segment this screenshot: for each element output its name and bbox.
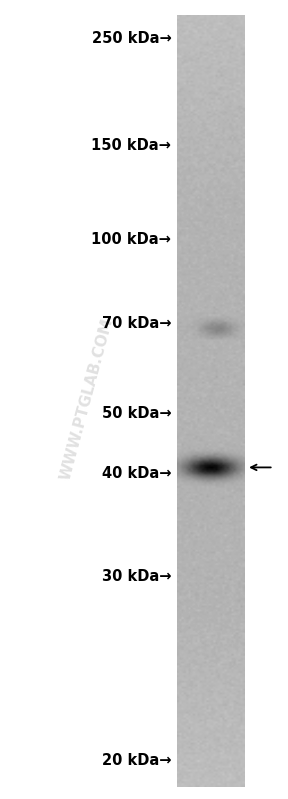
- Text: 250 kDa→: 250 kDa→: [92, 31, 171, 46]
- Text: 70 kDa→: 70 kDa→: [102, 316, 171, 331]
- Text: WWW.PTGLAB.COM: WWW.PTGLAB.COM: [58, 317, 115, 482]
- Text: 50 kDa→: 50 kDa→: [102, 406, 171, 420]
- Text: 30 kDa→: 30 kDa→: [102, 570, 171, 584]
- Text: 20 kDa→: 20 kDa→: [102, 753, 171, 768]
- Text: 100 kDa→: 100 kDa→: [92, 233, 171, 247]
- Text: 40 kDa→: 40 kDa→: [102, 467, 171, 481]
- Text: 150 kDa→: 150 kDa→: [92, 138, 171, 153]
